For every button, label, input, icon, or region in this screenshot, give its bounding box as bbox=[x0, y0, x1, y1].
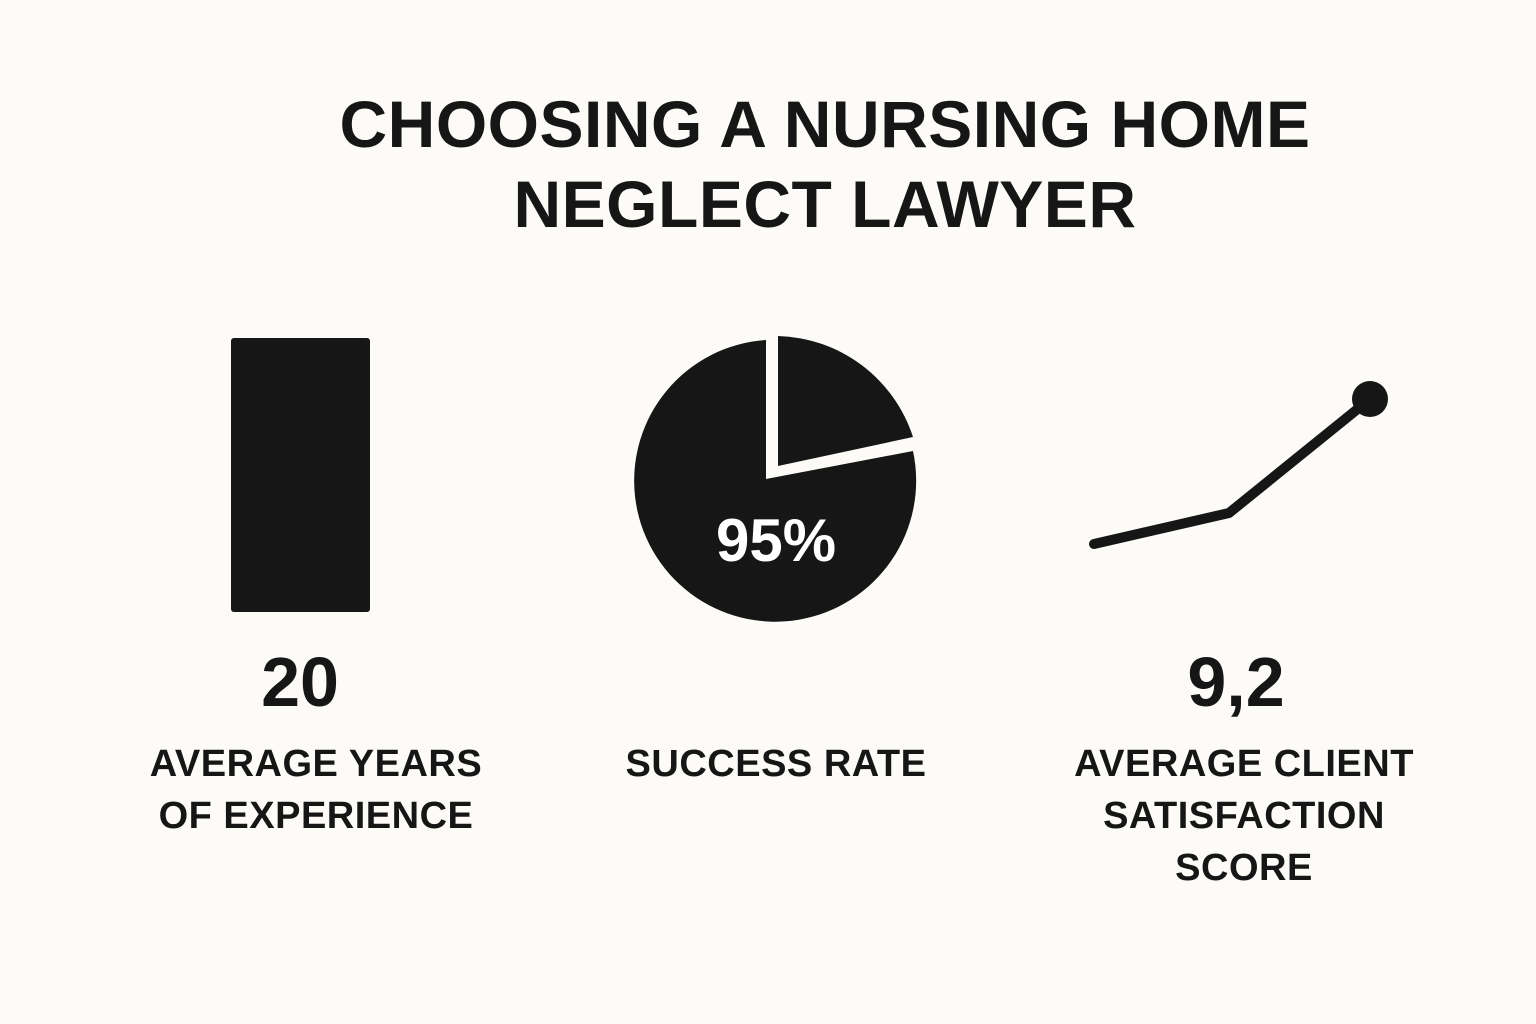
trend-line bbox=[1089, 394, 1375, 549]
experience-caption-line-1: AVERAGE YEARS bbox=[149, 743, 483, 785]
title-line-1: CHOOSING A NURSING HOME bbox=[339, 87, 1311, 161]
satisfaction-caption: AVERAGE CLIENT SATISFACTION SCORE bbox=[1044, 738, 1444, 894]
trend-end-dot bbox=[1352, 381, 1388, 417]
experience-value: 20 bbox=[261, 643, 339, 721]
experience-caption: AVERAGE YEARS OF EXPERIENCE bbox=[116, 738, 516, 842]
satisfaction-caption-line-1: AVERAGE CLIENT bbox=[1074, 743, 1414, 785]
bar-icon bbox=[231, 338, 370, 612]
trend-line-icon bbox=[1089, 381, 1388, 549]
page-title: CHOOSING A NURSING HOME NEGLECT LAWYER bbox=[0, 84, 1536, 244]
experience-caption-line-2: OF EXPERIENCE bbox=[158, 795, 474, 837]
pie-large-slice bbox=[634, 340, 917, 622]
title-line-2: NEGLECT LAWYER bbox=[513, 167, 1137, 241]
pie-value-label: 95% bbox=[716, 507, 836, 574]
success-caption: SUCCESS RATE bbox=[625, 743, 927, 785]
pie-icon: 95% bbox=[634, 336, 917, 622]
satisfaction-value: 9,2 bbox=[1187, 643, 1285, 721]
pie-small-slice bbox=[778, 336, 913, 466]
satisfaction-caption-line-3: SCORE bbox=[1175, 847, 1313, 889]
satisfaction-caption-line-2: SATISFACTION bbox=[1103, 795, 1385, 837]
